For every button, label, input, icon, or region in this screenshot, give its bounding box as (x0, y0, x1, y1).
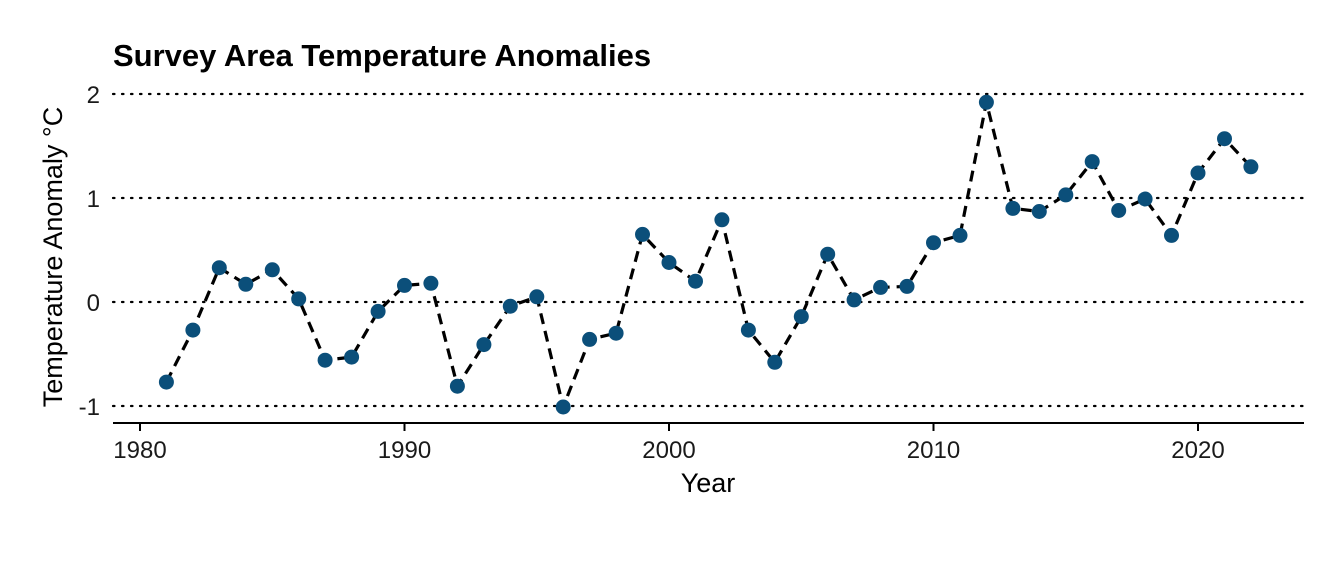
chart-title: Survey Area Temperature Anomalies (113, 38, 651, 73)
data-point (1190, 165, 1206, 181)
data-point (846, 292, 862, 308)
data-point (370, 303, 386, 319)
y-axis-ticks: -1 0 1 2 (79, 82, 100, 421)
data-point (291, 291, 307, 307)
data-point (582, 331, 598, 347)
data-point (661, 255, 677, 270)
data-point (899, 278, 915, 294)
data-point (635, 226, 650, 242)
data-point (1164, 227, 1179, 243)
data-point (397, 277, 412, 293)
data-point (1137, 191, 1153, 207)
data-point (608, 325, 624, 341)
x-tick-label: 1990 (378, 437, 431, 464)
x-tick-label: 2010 (907, 437, 960, 464)
data-point (688, 273, 703, 289)
data-points (158, 94, 1259, 415)
data-point (344, 349, 360, 365)
data-point (1031, 204, 1047, 219)
data-point (555, 399, 571, 415)
data-point (978, 94, 994, 110)
data-point (529, 289, 545, 305)
data-point (1217, 131, 1232, 147)
x-tick-label: 1980 (113, 437, 166, 464)
data-point (873, 279, 889, 295)
data-point (926, 235, 941, 251)
x-tick-label: 2000 (642, 437, 695, 464)
data-point (820, 246, 836, 262)
y-tick-label: 0 (87, 290, 100, 317)
data-point (211, 260, 227, 276)
data-point (1243, 159, 1259, 175)
data-point (476, 337, 492, 353)
data-point (1084, 154, 1100, 170)
data-point (1058, 187, 1074, 203)
data-point (502, 298, 518, 314)
y-tick-label: 2 (87, 82, 100, 109)
data-point (423, 275, 439, 291)
y-axis-title: Temperature Anomaly °C (38, 107, 68, 407)
data-point (793, 309, 809, 325)
data-point (767, 354, 783, 370)
data-point (317, 352, 333, 368)
data-point (740, 322, 756, 338)
x-axis-title: Year (681, 468, 736, 498)
grid-lines (111, 92, 1306, 408)
y-tick-label: 1 (87, 186, 100, 213)
data-point (185, 322, 201, 338)
data-point (1111, 203, 1127, 218)
data-point (1005, 200, 1021, 216)
data-point (264, 262, 280, 278)
x-tick-label: 2020 (1171, 437, 1224, 464)
y-tick-label: -1 (79, 394, 100, 421)
data-point (158, 374, 174, 390)
data-point (714, 212, 730, 228)
data-point (449, 378, 465, 394)
x-axis-ticks: 1980 1990 2000 2010 2020 (113, 423, 1225, 464)
data-point (238, 276, 254, 292)
data-point (952, 227, 968, 243)
